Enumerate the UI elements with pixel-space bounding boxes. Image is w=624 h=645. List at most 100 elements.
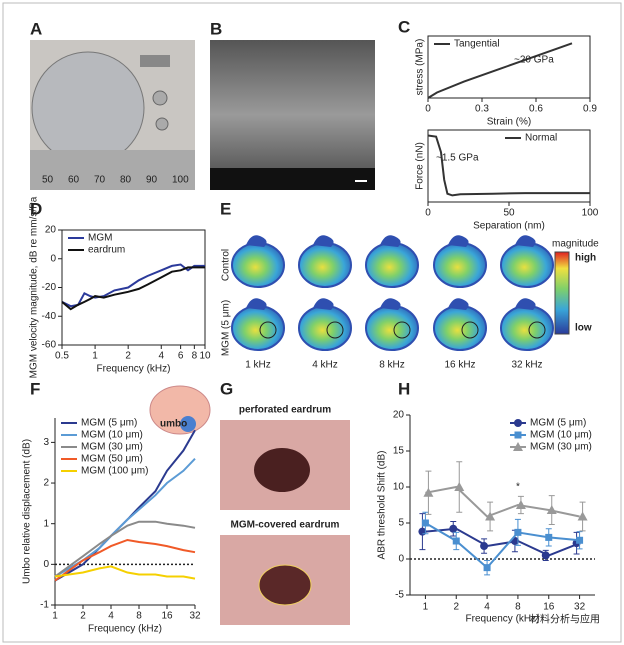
- sem-image: [210, 40, 375, 190]
- column-label: 4 kHz: [312, 360, 338, 371]
- y-tick-label: -40: [42, 311, 57, 322]
- x-tick-label: 16: [161, 611, 173, 622]
- annotation: ~1.5 GPa: [436, 153, 479, 164]
- legend-label: Tangential: [454, 39, 500, 50]
- panel-letter: A: [30, 19, 42, 38]
- x-tick-label: 4: [158, 351, 164, 362]
- legend-label: MGM (100 μm): [81, 466, 148, 477]
- ruler-label: 80: [120, 175, 132, 186]
- eardrum-map: [298, 242, 352, 288]
- marker: [480, 542, 489, 551]
- x-tick-label: 0.3: [475, 104, 489, 115]
- x-tick-label: 8: [136, 611, 142, 622]
- marker: [515, 500, 526, 509]
- photo-caption: perforated eardrum: [239, 405, 331, 416]
- annotation: ~20 GPa: [514, 55, 554, 66]
- ossicle: [448, 298, 469, 310]
- marker: [546, 505, 557, 515]
- y-axis-label: Force (nN): [415, 142, 426, 190]
- colorbar-title: magnitude: [552, 239, 599, 250]
- x-axis-label: Frequency (kHz): [97, 364, 171, 375]
- ossicle: [313, 298, 334, 310]
- eardrum-map: [365, 242, 419, 288]
- legend-marker: [513, 442, 523, 451]
- covered-perforation: [258, 564, 312, 606]
- y-tick-label: 15: [393, 446, 405, 457]
- legend-label: MGM: [88, 233, 112, 244]
- eardrum-map: [433, 242, 487, 288]
- y-tick-label: 1: [43, 518, 49, 529]
- x-axis-label: Frequency (kHz): [466, 614, 540, 625]
- series-line: [54, 520, 196, 578]
- legend-label: MGM (5 μm): [81, 418, 137, 429]
- y-tick-label: -5: [395, 590, 404, 601]
- x-tick-label: 1: [52, 611, 58, 622]
- y-tick-label: -1: [40, 600, 49, 611]
- legend-label: Normal: [525, 133, 557, 144]
- series-line: [61, 263, 205, 308]
- series-line: [54, 565, 196, 580]
- mgm-outline: [393, 321, 411, 339]
- column-label: 32 kHz: [511, 360, 542, 371]
- small-disc: [152, 90, 168, 106]
- mgm-outline: [528, 321, 546, 339]
- panel-letter: G: [220, 379, 233, 398]
- colorbar-high: high: [575, 253, 596, 264]
- watermark: 材料分析与应用: [530, 613, 600, 626]
- panel-letter: H: [398, 379, 410, 398]
- ossicle: [313, 235, 334, 247]
- column-label: 8 kHz: [379, 360, 405, 371]
- x-tick-label: 4: [108, 611, 114, 622]
- colorbar: [554, 251, 570, 335]
- scale-bar: [355, 180, 367, 182]
- series-line: [424, 522, 580, 570]
- legend-marker: [514, 419, 522, 427]
- series-line: [425, 485, 580, 518]
- marker: [541, 551, 550, 560]
- y-tick-label: -20: [42, 282, 57, 293]
- marker: [483, 564, 491, 572]
- x-tick-label: 6: [178, 351, 184, 362]
- ruler-label: 90: [146, 175, 158, 186]
- umbo-dot: [180, 416, 196, 432]
- y-tick-label: 0: [43, 559, 49, 570]
- eardrum-map: [231, 242, 285, 288]
- mgm-outline: [461, 321, 479, 339]
- perforation: [254, 448, 310, 492]
- x-tick-label: 1: [92, 351, 98, 362]
- x-tick-label: 0: [425, 208, 431, 219]
- x-tick-label: 16: [543, 602, 555, 613]
- ossicle: [515, 298, 536, 310]
- ossicle: [380, 235, 401, 247]
- plot-frame: [427, 35, 591, 99]
- x-tick-label: 0.5: [55, 351, 69, 362]
- mgm-outline: [326, 321, 344, 339]
- x-axis-label: Strain (%): [487, 117, 531, 128]
- legend-label: MGM (50 μm): [81, 454, 143, 465]
- series-line: [427, 42, 573, 99]
- ossicle: [515, 235, 536, 247]
- marker: [449, 524, 458, 533]
- foil-disc: [31, 51, 145, 165]
- series-line: [54, 458, 196, 578]
- y-tick-label: 0: [398, 554, 404, 565]
- x-tick-label: 4: [484, 602, 490, 613]
- legend-label: eardrum: [88, 245, 125, 256]
- plot-frame: [427, 129, 591, 203]
- mgm-outline: [259, 321, 277, 339]
- ossicle: [246, 298, 267, 310]
- legend-label: MGM (10 μm): [81, 430, 143, 441]
- x-tick-label: 100: [582, 208, 599, 219]
- column-label: 16 kHz: [444, 360, 475, 371]
- marker: [514, 528, 522, 536]
- x-tick-label: 1: [423, 602, 429, 613]
- marker: [454, 482, 465, 491]
- x-tick-label: 32: [574, 602, 586, 613]
- legend-label: MGM (30 μm): [530, 442, 592, 453]
- colorbar-low: low: [575, 323, 592, 334]
- panel-letter: C: [398, 17, 410, 36]
- x-tick-label: 0: [425, 104, 431, 115]
- ruler: [30, 150, 195, 190]
